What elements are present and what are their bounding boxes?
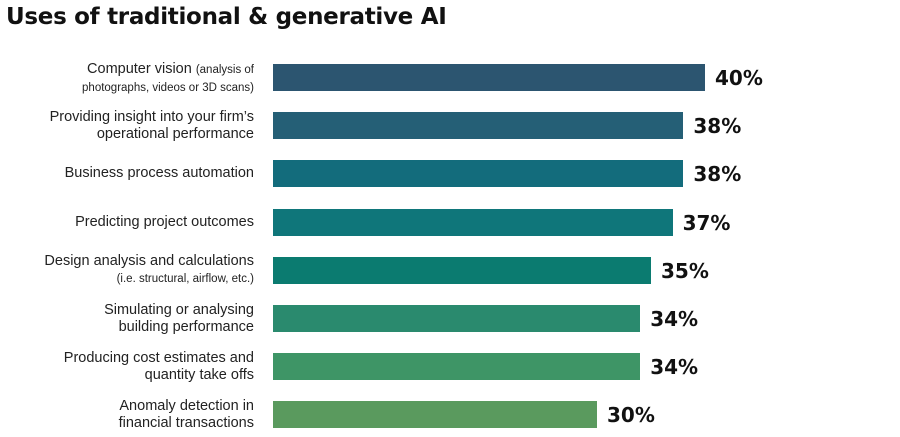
category-label-text: quantity take offs	[144, 366, 254, 383]
value-label: 34%	[650, 355, 699, 380]
category-label: Predicting project outcomes	[75, 214, 254, 231]
category-label-line: Producing cost estimates and	[64, 350, 254, 367]
category-label-text: Producing cost estimates and	[63, 349, 254, 366]
category-label: Simulating or analysing building performa…	[104, 302, 254, 336]
category-label-line: quantity take offs	[64, 367, 254, 384]
bar	[273, 64, 705, 91]
category-label: Computer vision (analysis of photographs,…	[82, 61, 254, 97]
category-label-line: Anomaly detection in	[119, 398, 254, 415]
category-label: Anomaly detection in financial transactio…	[119, 398, 254, 432]
bar	[273, 208, 673, 236]
category-label: Business process automation	[65, 165, 254, 182]
category-label-line: Providing insight into your firm’s	[50, 109, 254, 126]
category-label-line: financial transactions	[119, 415, 254, 432]
category-label-text: Predicting project outcomes	[75, 213, 254, 230]
bar	[273, 112, 684, 140]
category-label-text: photographs, videos or 3D scans)	[82, 81, 254, 94]
category-label-text: Design analysis and calculations	[44, 253, 254, 270]
category-label: Providing insight into your firm’s operat…	[50, 109, 254, 143]
bar	[273, 305, 641, 332]
category-label-text: Anomaly detection in	[119, 397, 254, 414]
category-label-line: Design analysis and calculations	[44, 253, 254, 270]
category-label-line: operational performance	[50, 126, 254, 143]
category-label-text: operational performance	[96, 125, 254, 142]
category-label-line: Simulating or analysing	[104, 302, 254, 319]
category-label-line: Predicting project outcomes	[75, 214, 254, 231]
chart-title: Uses of traditional & generative AI	[6, 4, 447, 30]
category-label-line: photographs, videos or 3D scans)	[82, 79, 254, 97]
category-label: Design analysis and calculations (i.e. st…	[44, 253, 254, 288]
category-label-text: (analysis of	[195, 63, 254, 76]
category-label: Producing cost estimates and quantity tak…	[64, 350, 254, 384]
bar	[273, 401, 597, 429]
category-label-line: (i.e. structural, airflow, etc.)	[44, 270, 254, 288]
value-label: 35%	[661, 258, 709, 283]
category-label-line: Business process automation	[65, 165, 254, 182]
value-label: 30%	[607, 403, 655, 428]
category-label-text: Providing insight into your firm’s	[49, 108, 254, 125]
bar	[273, 160, 684, 188]
value-label: 38%	[693, 114, 742, 139]
category-label-text: financial transactions	[118, 414, 254, 431]
category-label-line: building performance	[104, 319, 254, 336]
value-label: 34%	[650, 307, 699, 331]
category-label-text: building performance	[118, 318, 254, 335]
category-label-text: (i.e. structural, airflow, etc.)	[116, 273, 254, 286]
value-label: 40%	[715, 66, 763, 90]
category-label-line: Computer vision (analysis of	[82, 61, 254, 79]
bar	[273, 353, 641, 381]
category-label-text: Computer vision	[87, 60, 196, 77]
value-label: 38%	[693, 162, 742, 187]
value-label: 37%	[682, 210, 731, 235]
bar	[273, 256, 651, 284]
category-label-text: Simulating or analysing	[104, 301, 254, 318]
category-label-text: Business process automation	[64, 165, 254, 182]
